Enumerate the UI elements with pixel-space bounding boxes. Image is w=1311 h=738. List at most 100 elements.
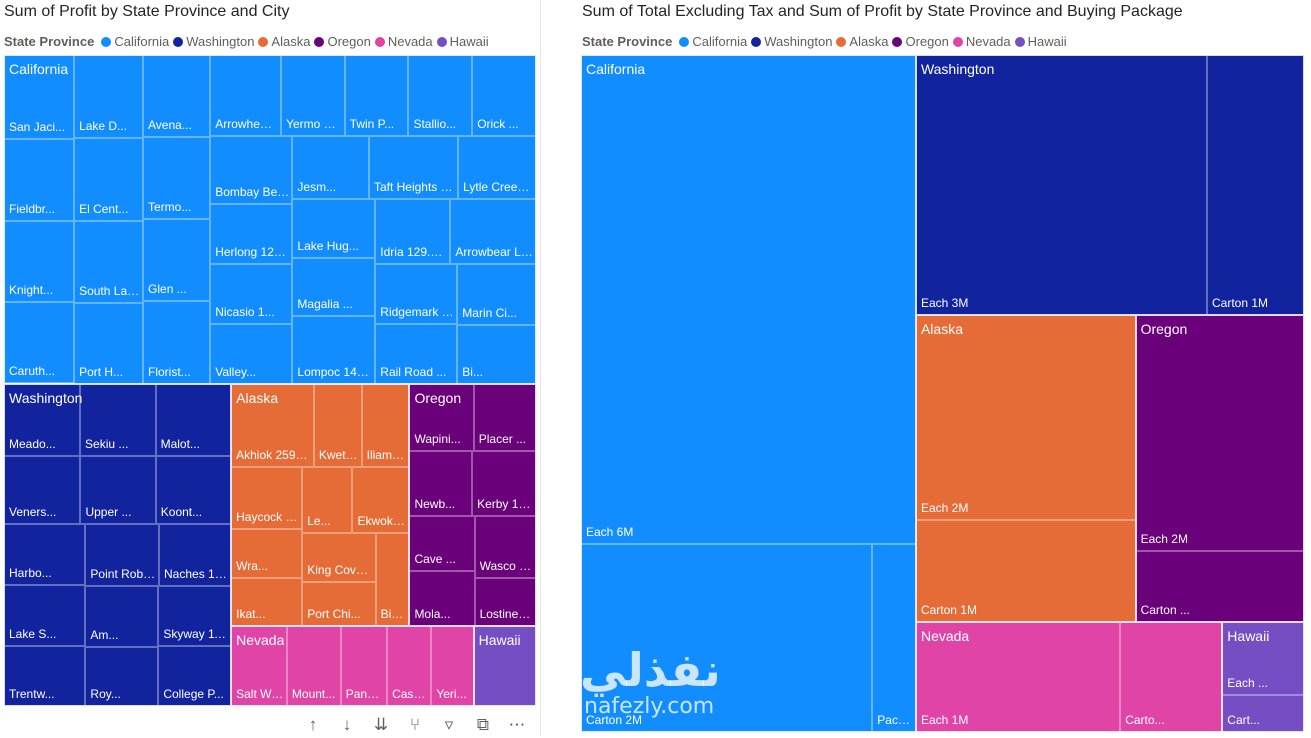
treemap-tile[interactable]: Caselton 11... bbox=[387, 625, 432, 706]
expand-hierarchy-icon[interactable]: ⑂ bbox=[409, 715, 421, 734]
treemap-tile[interactable]: Carton ... bbox=[1135, 551, 1304, 623]
treemap-tile[interactable]: Koont... bbox=[155, 456, 232, 524]
treemap-tile[interactable]: Panaca 120.... bbox=[340, 625, 388, 706]
treemap-tile[interactable]: Each 3M bbox=[915, 55, 1207, 316]
arrow-up-icon[interactable]: ↑ bbox=[308, 715, 318, 734]
treemap-tile[interactable]: Bi... bbox=[457, 324, 536, 384]
treemap-tile[interactable]: Twin P... bbox=[344, 55, 409, 136]
treemap-tile[interactable]: Lake S... bbox=[4, 584, 86, 646]
legend-item[interactable]: Alaska bbox=[836, 34, 888, 49]
treemap-tile[interactable]: Roy... bbox=[85, 646, 159, 706]
treemap-tile[interactable]: Carto... bbox=[1120, 622, 1223, 732]
treemap-tile[interactable]: King Cove 135.4... bbox=[302, 533, 376, 583]
treemap-tile[interactable]: Ridgemark 1... bbox=[375, 264, 458, 324]
treemap-tile[interactable]: Florist... bbox=[143, 301, 211, 384]
treemap-tile[interactable]: Port H... bbox=[74, 303, 143, 384]
legend-item[interactable]: Oregon bbox=[314, 34, 371, 49]
double-arrow-down-icon[interactable]: ⇊ bbox=[373, 715, 389, 734]
treemap-tile[interactable]: Caruth... bbox=[4, 302, 75, 384]
treemap-tile[interactable]: Carton 2M bbox=[581, 544, 873, 732]
treemap-tile[interactable]: Packet 0M bbox=[872, 544, 916, 732]
treemap-tile[interactable]: Kwethl... bbox=[313, 383, 362, 467]
treemap-tile[interactable]: Kerby 148.... bbox=[472, 451, 536, 517]
legend-item[interactable]: Nevada bbox=[952, 34, 1011, 49]
treemap-tile[interactable]: Lake Hug... bbox=[292, 198, 376, 258]
treemap-tile[interactable]: Fieldbr... bbox=[4, 139, 75, 221]
treemap-tile[interactable]: Port Chi... bbox=[302, 582, 376, 626]
treemap-tile[interactable]: Harbo... bbox=[4, 523, 86, 585]
treemap-tile[interactable]: Knight... bbox=[4, 220, 75, 303]
treemap-tile[interactable]: Nicasio 1... bbox=[210, 264, 293, 325]
treemap-tile[interactable]: Carton 1M bbox=[1206, 55, 1304, 316]
treemap-tile[interactable]: Lake D... bbox=[74, 55, 143, 138]
treemap-tile[interactable]: Magalia ... bbox=[292, 257, 376, 316]
treemap-tile[interactable]: Le... bbox=[302, 466, 353, 534]
treemap-tile[interactable]: Ekwok 142.94K bbox=[352, 466, 410, 534]
treemap-tile[interactable]: Carton 1M bbox=[915, 519, 1136, 623]
treemap-tile[interactable]: Am... bbox=[85, 586, 159, 647]
treemap-tile[interactable]: Marin Ci... bbox=[457, 264, 536, 325]
legend-item[interactable]: Nevada bbox=[374, 34, 433, 49]
treemap-tile[interactable]: Stallio... bbox=[408, 55, 473, 136]
treemap-tile[interactable]: Newb... bbox=[409, 451, 473, 517]
treemap-tile[interactable]: Skyway 119.... bbox=[158, 586, 232, 647]
focus-mode-icon[interactable]: ⧉ bbox=[476, 715, 490, 734]
treemap-tile[interactable]: Jesm... bbox=[292, 135, 369, 199]
treemap-tile[interactable]: Bombay Beac... bbox=[210, 135, 293, 205]
treemap-tile[interactable]: Wasco 13... bbox=[474, 516, 536, 578]
legend-item[interactable]: California bbox=[101, 34, 169, 49]
treemap-tile[interactable]: Arrowhead Hi... bbox=[210, 55, 282, 136]
legend-item[interactable]: Alaska bbox=[258, 34, 310, 49]
treemap-tile[interactable]: Mola... bbox=[409, 571, 475, 626]
treemap-tile[interactable]: Each 2M bbox=[1135, 315, 1304, 552]
arrow-down-icon[interactable]: ↓ bbox=[342, 715, 352, 734]
treemap-tile[interactable]: Malot... bbox=[155, 383, 232, 457]
treemap-tile[interactable]: Avena... bbox=[143, 55, 211, 138]
treemap-tile[interactable]: College P... bbox=[158, 646, 232, 706]
treemap-tile[interactable]: Lostine 104.50K bbox=[474, 577, 536, 626]
treemap-tile[interactable]: Wra... bbox=[231, 529, 303, 578]
treemap-tile[interactable]: Valley... bbox=[210, 324, 293, 384]
treemap-tile[interactable]: Lompoc 147.... bbox=[292, 315, 376, 384]
treemap-tile[interactable]: Point Robert... bbox=[85, 523, 159, 587]
treemap-tile[interactable]: South Laguna... bbox=[74, 220, 143, 304]
treemap-tile[interactable]: Akhiok 259.55K bbox=[231, 383, 314, 467]
treemap-tile[interactable]: Trentw... bbox=[4, 645, 86, 706]
legend-item[interactable]: Washington bbox=[751, 34, 832, 49]
treemap-tile[interactable]: El Cent... bbox=[74, 137, 143, 221]
treemap-tile[interactable]: Yermo 134.56K bbox=[281, 55, 345, 136]
treemap-tile[interactable]: Rail Road ... bbox=[375, 323, 458, 384]
legend-item[interactable]: Hawaii bbox=[1014, 34, 1067, 49]
treemap-tile[interactable]: Termo... bbox=[143, 137, 211, 220]
treemap-tile[interactable]: Iliamna... bbox=[361, 383, 410, 467]
treemap-tile[interactable]: Veners... bbox=[4, 456, 81, 524]
treemap-tile[interactable]: San Jaci... bbox=[4, 55, 75, 140]
legend-item[interactable]: Hawaii bbox=[436, 34, 489, 49]
treemap-tile[interactable]: Naches 122.... bbox=[159, 523, 232, 587]
treemap-tile[interactable]: Idria 129.01K bbox=[375, 198, 451, 265]
treemap-tile[interactable]: Arrowbear La... bbox=[450, 198, 536, 265]
treemap-tile[interactable]: Mount... bbox=[286, 625, 341, 706]
treemap-tile[interactable]: Placer ... bbox=[473, 383, 536, 452]
treemap-tile[interactable]: Upper ... bbox=[80, 456, 156, 524]
legend-item[interactable]: Oregon bbox=[892, 34, 949, 49]
treemap-tile[interactable]: Taft Heights 1... bbox=[368, 135, 459, 199]
treemap-tile[interactable]: Orick ... bbox=[472, 55, 536, 136]
treemap-tile[interactable]: Lytle Creek 1... bbox=[458, 135, 536, 199]
treemap-tile[interactable]: Sekiu ... bbox=[80, 383, 156, 457]
treemap-tile[interactable]: Meado... bbox=[4, 383, 81, 457]
treemap-tile[interactable]: Haycock 168.00K bbox=[231, 466, 303, 530]
treemap-tile[interactable]: Cart... bbox=[1222, 695, 1304, 732]
treemap-tile[interactable]: Ikat... bbox=[231, 577, 303, 626]
more-options-icon[interactable]: ⋯ bbox=[508, 715, 526, 734]
treemap-tile[interactable]: Each 2M bbox=[915, 315, 1136, 520]
treemap-tile[interactable]: Each 6M bbox=[581, 55, 916, 545]
legend-item[interactable]: California bbox=[679, 34, 747, 49]
treemap-tile[interactable]: Glen ... bbox=[143, 219, 211, 302]
treemap-tile[interactable]: Yeri... bbox=[431, 625, 474, 706]
treemap-tile[interactable]: Biorka ... bbox=[375, 533, 410, 626]
treemap-tile[interactable]: Cave ... bbox=[409, 516, 475, 572]
legend-item[interactable]: Washington bbox=[173, 34, 254, 49]
filter-icon[interactable]: ▿ bbox=[444, 715, 454, 734]
treemap-tile[interactable]: Herlong 129.... bbox=[210, 204, 293, 265]
